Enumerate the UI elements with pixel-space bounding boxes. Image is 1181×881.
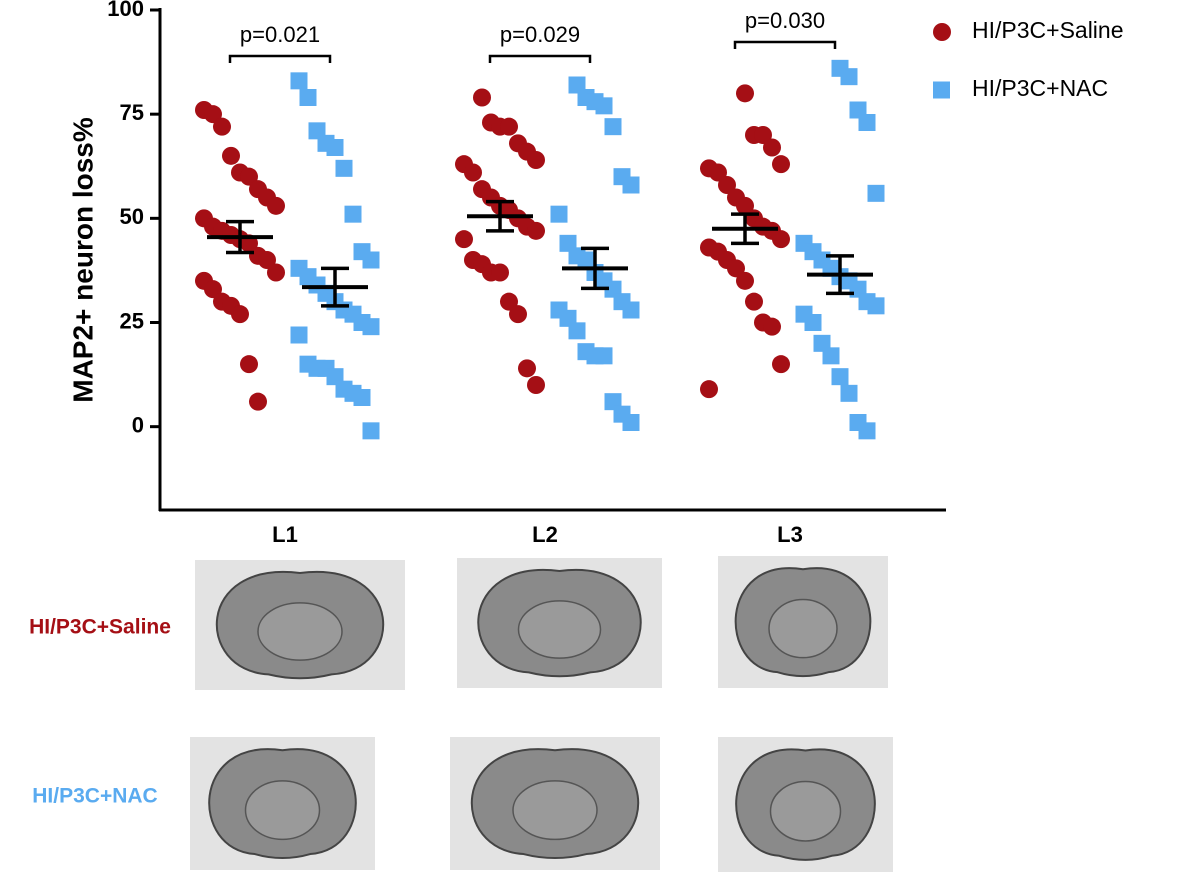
data-point <box>622 414 640 431</box>
data-point <box>204 105 222 124</box>
data-point <box>491 263 509 282</box>
data-point <box>736 84 754 103</box>
data-point <box>550 205 568 223</box>
data-point <box>858 422 876 440</box>
data-point <box>509 305 527 324</box>
data-point <box>804 314 822 331</box>
data-point <box>604 118 622 136</box>
data-point <box>362 318 380 336</box>
data-point <box>290 326 308 344</box>
data-point <box>840 68 858 86</box>
data-point <box>527 151 545 169</box>
error-bar <box>826 254 854 296</box>
brain-core <box>517 600 602 659</box>
significance-bracket <box>733 40 837 49</box>
data-point <box>527 376 545 394</box>
brain-images <box>190 556 893 872</box>
legend-marker <box>933 81 950 99</box>
data-point <box>568 322 586 340</box>
data-point <box>240 355 258 374</box>
data-point <box>222 146 240 165</box>
data-point <box>213 117 231 136</box>
data-point <box>335 159 353 177</box>
p-value: p=0.030 <box>745 8 825 33</box>
legend-label: HI/P3C+NAC <box>972 75 1108 101</box>
data-point <box>299 89 317 106</box>
data-point <box>622 301 640 319</box>
data-point <box>867 297 885 315</box>
data-point <box>527 221 545 240</box>
data-point <box>326 139 344 156</box>
data-point <box>595 347 613 365</box>
y-tick-label: 75 <box>120 100 144 125</box>
data-point <box>840 384 858 402</box>
data-point <box>822 347 840 365</box>
data-point <box>231 305 249 324</box>
data-point <box>858 114 876 131</box>
data-point <box>718 176 736 194</box>
x-tick-label: L1 <box>272 522 298 547</box>
y-tick-label: 100 <box>107 0 144 21</box>
y-tick-label: 0 <box>132 412 144 437</box>
significance-bracket <box>488 54 592 63</box>
data-point <box>736 271 754 290</box>
brain-core <box>512 780 598 841</box>
legend-label: HI/P3C+Saline <box>972 17 1124 43</box>
brain-core <box>769 780 842 842</box>
error-bar <box>486 199 514 233</box>
p-value: p=0.021 <box>240 22 320 47</box>
x-tick-label: L2 <box>532 522 558 547</box>
data-point <box>518 359 536 378</box>
data-point <box>290 72 308 90</box>
data-point <box>754 126 772 144</box>
y-tick-label: 25 <box>120 308 144 333</box>
data-point <box>831 368 849 386</box>
brain-core <box>768 598 838 659</box>
data-point <box>500 292 518 311</box>
data-point <box>745 292 763 311</box>
data-point <box>772 155 790 174</box>
data-point <box>709 163 727 182</box>
y-tick-label: 50 <box>120 204 144 229</box>
data-point <box>622 176 640 194</box>
data-point <box>736 196 754 215</box>
data-point <box>267 196 285 215</box>
data-point <box>258 251 276 269</box>
data-point <box>500 117 518 136</box>
data-point <box>344 205 362 223</box>
data-point <box>700 380 718 399</box>
error-bar <box>731 212 759 246</box>
error-bar <box>581 246 609 291</box>
error-bar <box>226 219 254 255</box>
data-point <box>772 230 790 249</box>
image-row-label: HI/P3C+Saline <box>29 616 171 639</box>
data-point <box>772 355 790 374</box>
significance-bracket <box>228 54 332 63</box>
legend-marker <box>933 23 951 41</box>
data-point <box>204 280 222 299</box>
y-axis-label: MAP2+ neuron loss% <box>67 117 98 403</box>
data-point <box>267 263 285 282</box>
data-point <box>595 97 613 115</box>
data-point <box>763 317 781 336</box>
brain-core <box>244 780 321 841</box>
error-bar <box>321 266 349 308</box>
image-row-label: HI/P3C+NAC <box>32 785 157 808</box>
data-point <box>763 138 781 157</box>
data-point <box>464 163 482 182</box>
data-point <box>867 184 885 202</box>
data-point <box>249 392 267 411</box>
data-point <box>473 88 491 107</box>
data-point <box>362 251 380 269</box>
x-tick-label: L3 <box>777 522 803 547</box>
brain-core <box>257 602 343 661</box>
p-value: p=0.029 <box>500 22 580 47</box>
data-point <box>240 167 258 186</box>
data-point <box>455 230 473 249</box>
data-point <box>362 422 380 440</box>
data-point <box>727 259 745 278</box>
data-point <box>353 389 371 406</box>
